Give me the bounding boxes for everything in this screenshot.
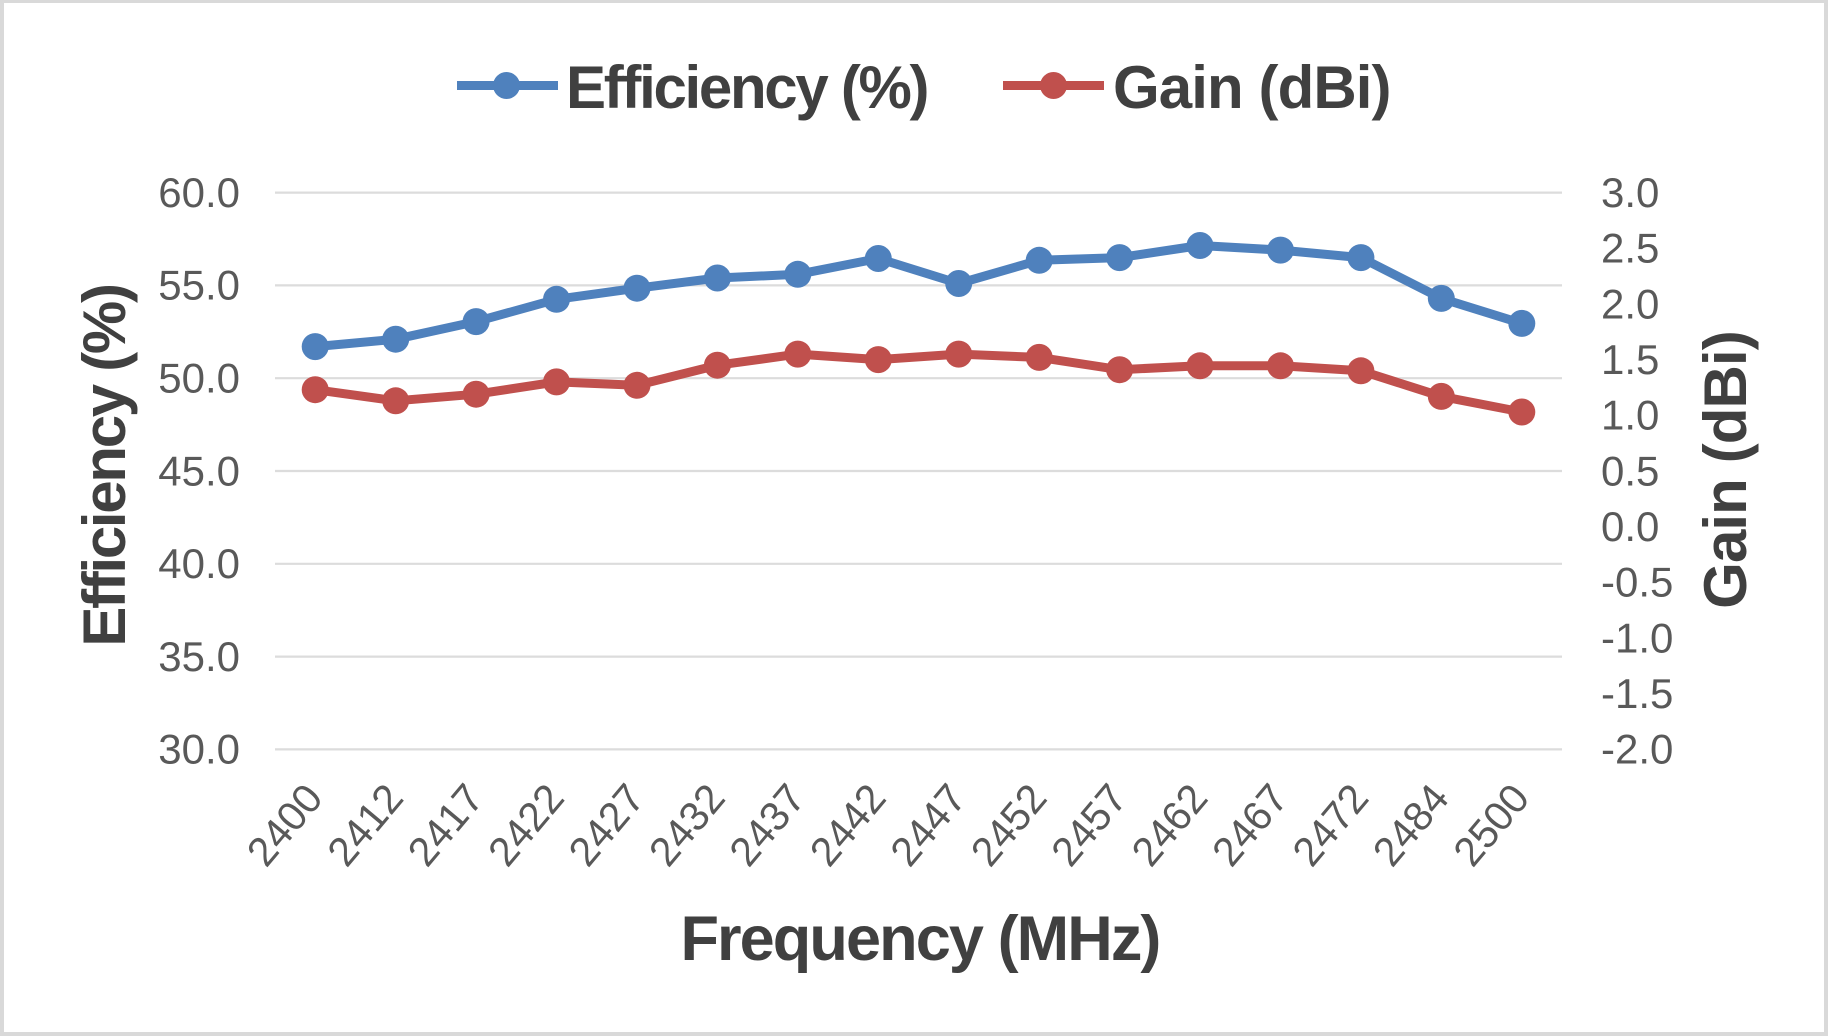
svg-text:2462: 2462 (1123, 775, 1217, 874)
svg-text:2422: 2422 (479, 775, 573, 874)
svg-text:2467: 2467 (1203, 775, 1297, 874)
svg-text:Frequency (MHz): Frequency (MHz) (680, 904, 1159, 974)
svg-text:Gain (dBi): Gain (dBi) (1692, 331, 1759, 609)
svg-text:0.5: 0.5 (1601, 447, 1659, 494)
svg-text:2437: 2437 (720, 775, 814, 874)
svg-text:1.0: 1.0 (1601, 392, 1659, 439)
svg-text:Gain (dBi): Gain (dBi) (1113, 54, 1391, 121)
svg-text:2.5: 2.5 (1601, 225, 1659, 272)
svg-text:-1.5: -1.5 (1601, 670, 1673, 717)
svg-text:35.0: 35.0 (158, 633, 240, 680)
svg-text:2400: 2400 (238, 775, 332, 874)
svg-text:2417: 2417 (399, 775, 493, 874)
svg-text:1.5: 1.5 (1601, 336, 1659, 383)
svg-text:2442: 2442 (801, 775, 895, 874)
svg-text:50.0: 50.0 (158, 355, 240, 402)
svg-text:2457: 2457 (1042, 775, 1136, 874)
svg-text:2500: 2500 (1444, 775, 1538, 874)
svg-text:45.0: 45.0 (158, 447, 240, 494)
svg-text:3.0: 3.0 (1601, 169, 1659, 216)
svg-text:55.0: 55.0 (158, 262, 240, 309)
svg-text:2427: 2427 (560, 775, 654, 874)
svg-text:2472: 2472 (1283, 775, 1377, 874)
svg-text:Efficiency (%): Efficiency (%) (566, 54, 927, 121)
svg-text:-1.0: -1.0 (1601, 614, 1673, 661)
svg-text:30.0: 30.0 (158, 726, 240, 773)
svg-text:2452: 2452 (962, 775, 1056, 874)
svg-text:0.0: 0.0 (1601, 503, 1659, 550)
svg-text:2484: 2484 (1364, 775, 1458, 874)
svg-text:Efficiency (%): Efficiency (%) (71, 285, 138, 646)
svg-text:60.0: 60.0 (158, 169, 240, 216)
svg-text:2447: 2447 (881, 775, 975, 874)
svg-text:2432: 2432 (640, 775, 734, 874)
svg-text:2.0: 2.0 (1601, 280, 1659, 327)
svg-text:40.0: 40.0 (158, 540, 240, 587)
svg-text:-2.0: -2.0 (1601, 726, 1673, 773)
svg-text:2412: 2412 (318, 775, 412, 874)
svg-text:-0.5: -0.5 (1601, 559, 1673, 606)
